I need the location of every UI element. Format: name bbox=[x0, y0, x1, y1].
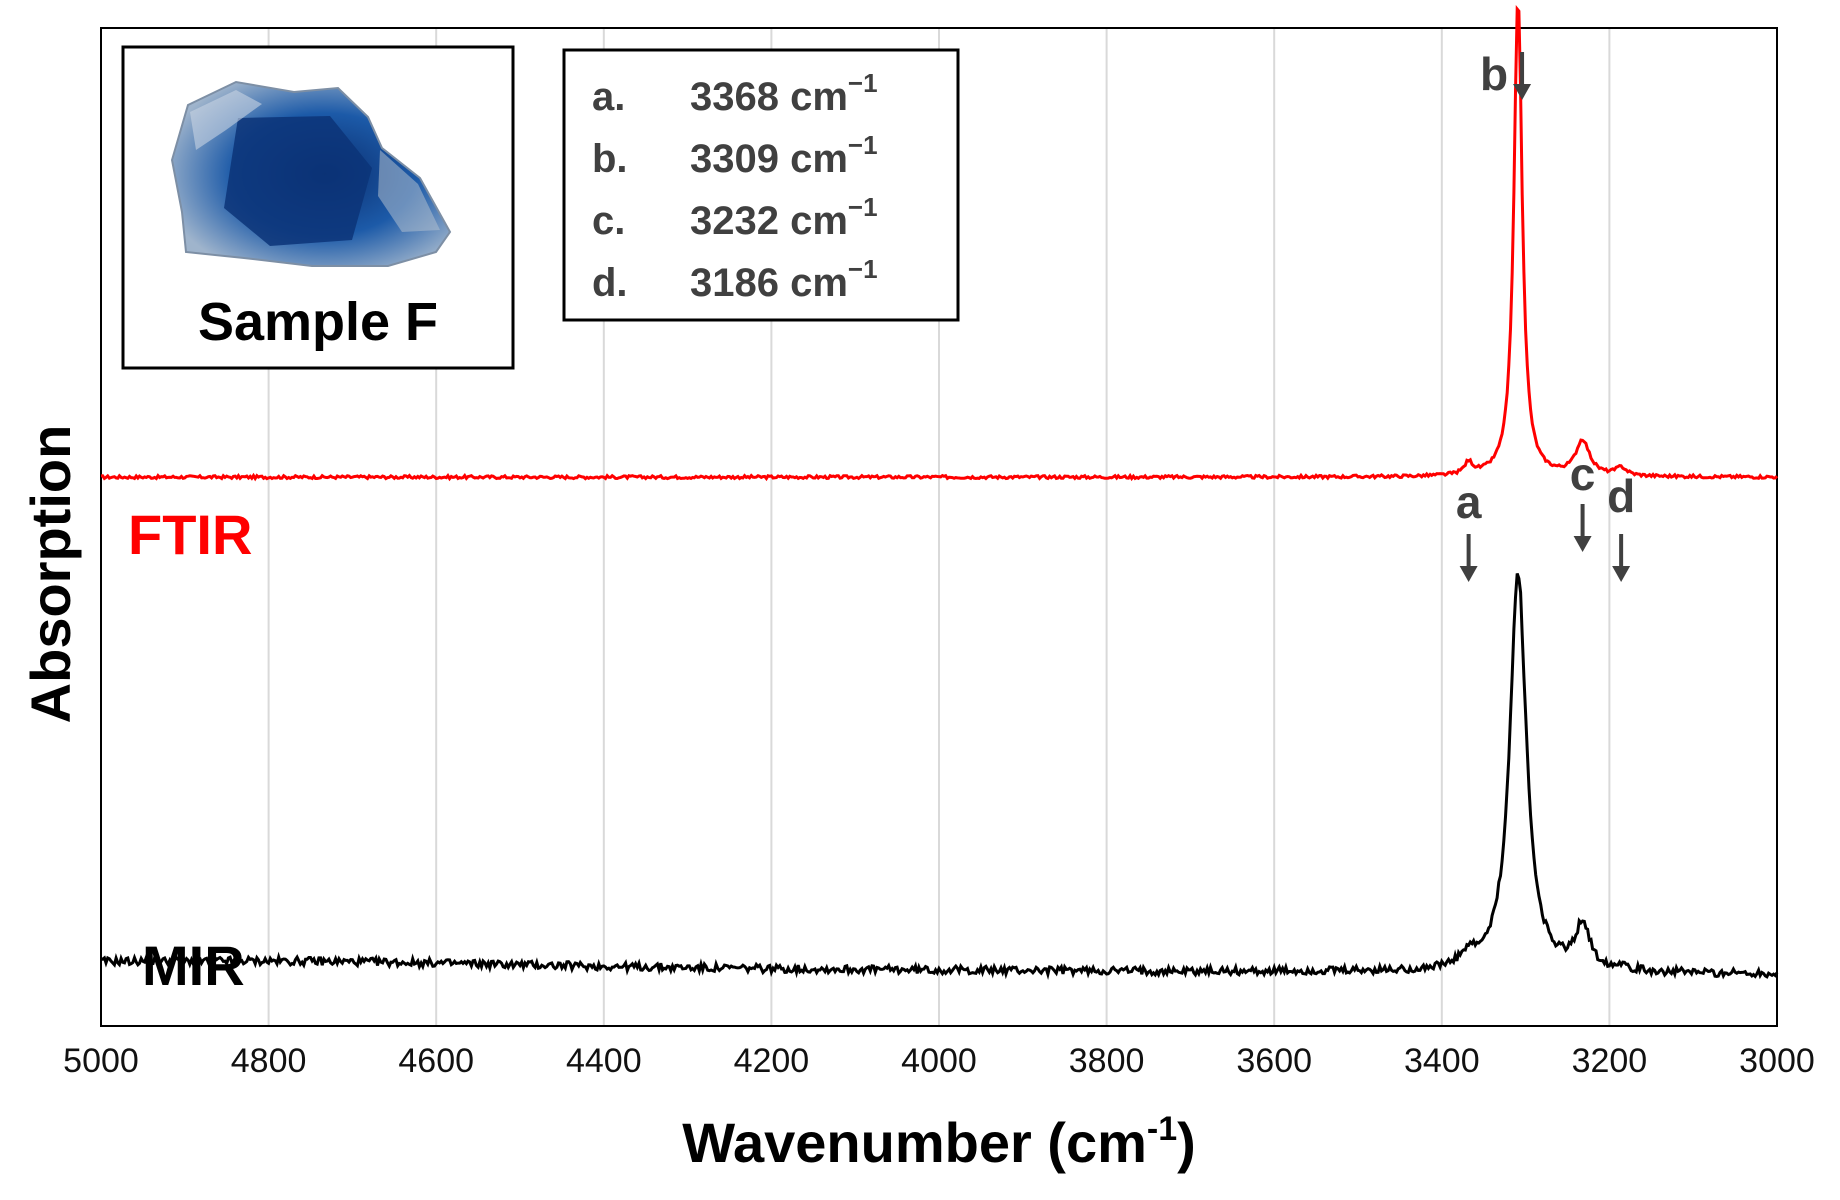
arrow-head bbox=[1513, 84, 1532, 100]
peak-letter: a bbox=[1456, 476, 1482, 528]
series-label-mir: MIR bbox=[142, 934, 245, 997]
x-axis-title: Wavenumber (cm-1) bbox=[682, 1110, 1196, 1174]
x-tick-label: 3200 bbox=[1572, 1042, 1648, 1080]
legend-value-sup: −1 bbox=[848, 68, 878, 98]
x-tick-label: 4000 bbox=[901, 1042, 977, 1080]
gemstone-facet-edge bbox=[378, 150, 440, 232]
x-tick-label: 3600 bbox=[1236, 1042, 1312, 1080]
peak-legend-frame bbox=[562, 48, 960, 322]
gemstone-highlight bbox=[190, 90, 262, 150]
series-line-mir bbox=[100, 573, 1779, 981]
x-axis-title-main: Wavenumber (cm bbox=[682, 1111, 1147, 1174]
y-axis-title: Absorption bbox=[19, 425, 82, 724]
legend-letter: c. bbox=[592, 199, 625, 243]
peak-letter: d bbox=[1607, 470, 1635, 522]
legend-value: 3368 cm−1 bbox=[690, 68, 878, 119]
peak-markers: a b c d bbox=[1456, 48, 1635, 582]
x-axis-title-end: ) bbox=[1177, 1111, 1196, 1174]
series-label-ftir: FTIR bbox=[128, 503, 252, 566]
legend-value-sup: −1 bbox=[848, 130, 878, 160]
legend-letter: a. bbox=[592, 75, 625, 119]
legend-value: 3232 cm−1 bbox=[690, 192, 878, 243]
peak-marker-c: c bbox=[1570, 448, 1596, 552]
peak-legend: a. 3368 cm−1 b. 3309 cm−1 c. 3232 cm−1 d. 3186 … bbox=[562, 48, 960, 322]
x-tick-label: 4200 bbox=[734, 1042, 810, 1080]
legend-letter: d. bbox=[592, 261, 628, 305]
plot-frame bbox=[100, 27, 1778, 1027]
x-tick-label: 4800 bbox=[231, 1042, 307, 1080]
arrow-head bbox=[1573, 536, 1592, 552]
legend-value: 3186 cm−1 bbox=[690, 254, 878, 305]
legend-letter: b. bbox=[592, 137, 628, 181]
sample-inset: Sample F bbox=[121, 45, 515, 370]
peak-legend-rows: a. 3368 cm−1 b. 3309 cm−1 c. 3232 cm−1 d. 3186 … bbox=[592, 68, 878, 305]
peak-letter: c bbox=[1570, 448, 1596, 500]
gemstone-facet bbox=[224, 116, 372, 246]
x-tick-label: 5000 bbox=[63, 1042, 139, 1080]
peak-marker-d: d bbox=[1607, 470, 1635, 582]
sample-inset-caption: Sample F bbox=[198, 292, 438, 352]
arrow-head bbox=[1459, 566, 1478, 582]
x-tick-label: 3000 bbox=[1739, 1042, 1815, 1080]
peak-letter: b bbox=[1480, 48, 1508, 100]
series-lines bbox=[100, 4, 1779, 981]
x-tick-labels: 5000 4800 4600 4400 4200 4000 3800 3600 3400 3200… bbox=[63, 1042, 1815, 1080]
legend-value-sup: −1 bbox=[848, 192, 878, 222]
peak-marker-b: b bbox=[1480, 48, 1532, 100]
x-tick-label: 3800 bbox=[1069, 1042, 1145, 1080]
x-tick-label: 4600 bbox=[398, 1042, 474, 1080]
arrow-head bbox=[1612, 566, 1631, 582]
legend-value-sup: −1 bbox=[848, 254, 878, 284]
gemstone-photo bbox=[170, 80, 452, 267]
x-axis-title-sup: -1 bbox=[1147, 1110, 1177, 1148]
series-line-ftir bbox=[100, 4, 1779, 482]
x-tick-label: 3400 bbox=[1404, 1042, 1480, 1080]
x-tick-label: 4400 bbox=[566, 1042, 642, 1080]
peak-marker-a: a bbox=[1456, 476, 1482, 582]
legend-value: 3309 cm−1 bbox=[690, 130, 878, 181]
